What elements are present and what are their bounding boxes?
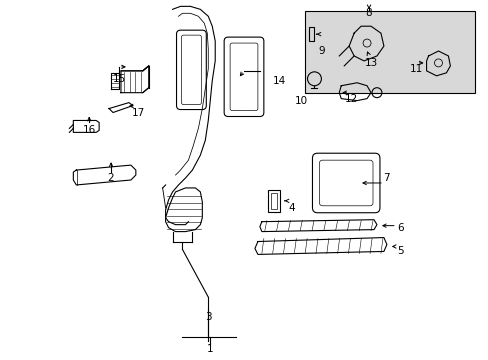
- Bar: [270, 193, 276, 209]
- Bar: [309, 27, 314, 41]
- Text: 16: 16: [82, 125, 96, 135]
- Text: 13: 13: [364, 58, 377, 68]
- Bar: [304, 11, 474, 93]
- Text: 8: 8: [365, 8, 371, 18]
- Text: 17: 17: [132, 108, 145, 117]
- Text: 15: 15: [112, 74, 125, 84]
- Text: 9: 9: [317, 46, 324, 56]
- Text: 7: 7: [383, 173, 389, 183]
- Text: 6: 6: [397, 222, 403, 233]
- Text: 2: 2: [107, 173, 114, 183]
- Text: 5: 5: [397, 247, 403, 256]
- Text: 10: 10: [294, 96, 307, 105]
- Bar: [267, 190, 279, 212]
- Text: 1: 1: [206, 344, 213, 354]
- Text: 3: 3: [204, 312, 211, 322]
- Text: 12: 12: [344, 94, 357, 104]
- Text: 11: 11: [409, 64, 423, 74]
- Text: 4: 4: [288, 203, 294, 213]
- Text: 14: 14: [272, 76, 286, 86]
